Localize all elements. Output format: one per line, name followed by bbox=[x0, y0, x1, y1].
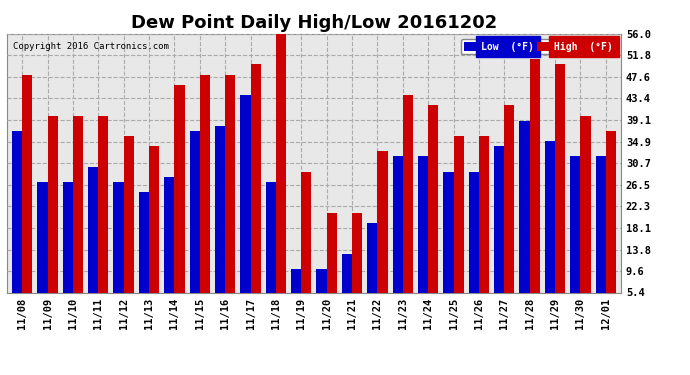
Bar bbox=[352, 213, 362, 292]
Bar bbox=[98, 116, 108, 292]
Bar bbox=[393, 156, 403, 292]
Bar bbox=[149, 146, 159, 292]
Bar bbox=[555, 64, 565, 292]
Bar bbox=[595, 156, 606, 292]
Bar bbox=[22, 75, 32, 292]
Bar bbox=[580, 116, 591, 292]
Bar bbox=[215, 126, 225, 292]
Bar bbox=[545, 141, 555, 292]
Bar bbox=[113, 182, 124, 292]
Bar bbox=[453, 136, 464, 292]
Bar bbox=[175, 85, 184, 292]
Bar bbox=[37, 182, 48, 292]
Bar bbox=[73, 116, 83, 292]
Title: Dew Point Daily High/Low 20161202: Dew Point Daily High/Low 20161202 bbox=[131, 14, 497, 32]
Bar bbox=[291, 269, 302, 292]
Bar bbox=[164, 177, 175, 292]
Bar bbox=[225, 75, 235, 292]
Bar bbox=[479, 136, 489, 292]
Bar bbox=[444, 172, 453, 292]
Bar bbox=[48, 116, 58, 292]
Bar bbox=[342, 254, 352, 292]
Bar bbox=[428, 105, 438, 292]
Bar bbox=[12, 131, 22, 292]
Bar bbox=[469, 172, 479, 292]
Bar bbox=[317, 269, 326, 292]
Bar bbox=[606, 131, 616, 292]
Bar bbox=[139, 192, 149, 292]
Bar bbox=[276, 34, 286, 292]
Bar bbox=[367, 223, 377, 292]
Bar bbox=[240, 95, 250, 292]
Bar bbox=[418, 156, 428, 292]
Bar bbox=[520, 121, 530, 292]
Bar bbox=[190, 131, 200, 292]
Bar bbox=[124, 136, 134, 292]
Bar bbox=[266, 182, 276, 292]
Legend: Low  (°F), High  (°F): Low (°F), High (°F) bbox=[461, 39, 616, 54]
Bar bbox=[88, 167, 98, 292]
Bar bbox=[377, 152, 388, 292]
Bar bbox=[326, 213, 337, 292]
Bar bbox=[200, 75, 210, 292]
Bar bbox=[504, 105, 515, 292]
Text: Copyright 2016 Cartronics.com: Copyright 2016 Cartronics.com bbox=[13, 42, 169, 51]
Bar bbox=[570, 156, 580, 292]
Bar bbox=[530, 59, 540, 292]
Bar bbox=[494, 146, 504, 292]
Bar bbox=[63, 182, 73, 292]
Bar bbox=[302, 172, 311, 292]
Bar bbox=[250, 64, 261, 292]
Bar bbox=[403, 95, 413, 292]
